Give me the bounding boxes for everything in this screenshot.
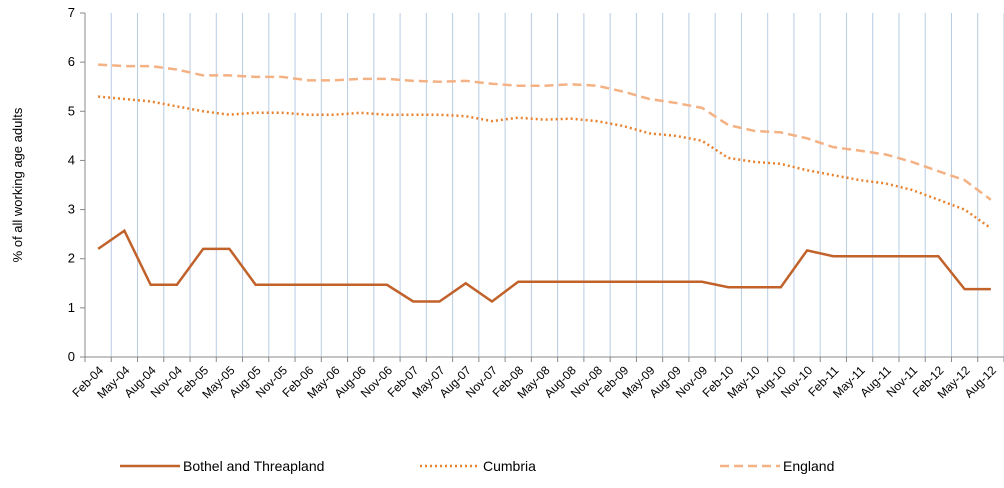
line-series bbox=[98, 63, 992, 201]
y-tick-label: 6 bbox=[68, 54, 75, 69]
y-tick-label: 3 bbox=[68, 202, 75, 217]
y-tick-label: 1 bbox=[68, 300, 75, 315]
y-tick-label: 4 bbox=[68, 152, 75, 167]
legend-label: Cumbria bbox=[483, 458, 536, 474]
legend-label: England bbox=[783, 458, 834, 474]
y-axis-label: % of all working age adults bbox=[10, 107, 25, 262]
y-tick-label: 7 bbox=[68, 5, 75, 20]
legend-label: Bothel and Threapland bbox=[183, 458, 324, 474]
y-tick-label: 5 bbox=[68, 103, 75, 118]
line-series bbox=[97, 228, 991, 304]
y-tick-label: 2 bbox=[68, 251, 75, 266]
line-series bbox=[98, 95, 992, 230]
y-tick-label: 0 bbox=[68, 349, 75, 364]
